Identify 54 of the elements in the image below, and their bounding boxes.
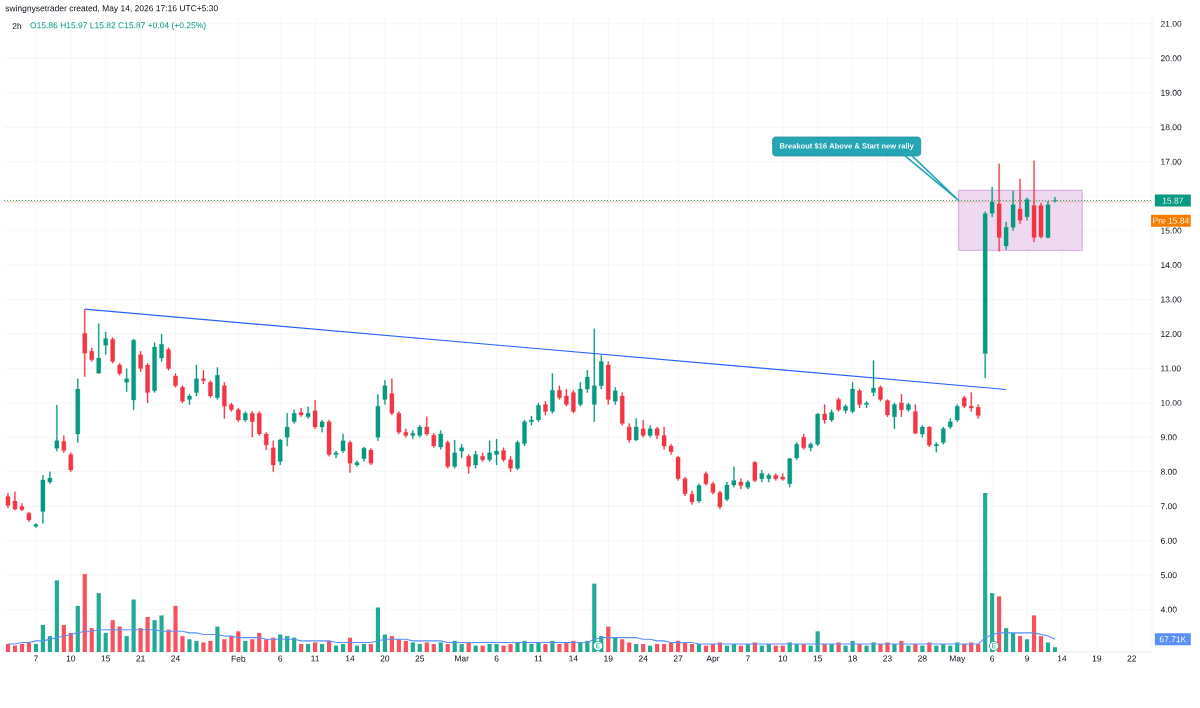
- x-tick-label: 6: [494, 655, 499, 662]
- x-tick-label: 27: [673, 655, 683, 662]
- x-tick-label: Feb: [231, 655, 246, 662]
- y-tick-label: 13.00: [1161, 296, 1182, 303]
- text: 67.71K: [1159, 636, 1187, 643]
- y-tick-label: 8.00: [1160, 468, 1177, 475]
- y-tick-label: 5.00: [1160, 572, 1177, 579]
- x-tick-label: 18: [848, 655, 857, 662]
- x-tick-label: 11: [311, 655, 320, 662]
- x-tick-label: May: [949, 655, 966, 664]
- x-tick-label: 14: [569, 655, 578, 662]
- x-tick-label: 28: [918, 655, 927, 662]
- x-tick-label: 9: [1025, 655, 1030, 662]
- x-tick-label: Apr: [706, 655, 720, 664]
- x-tick-label: 23: [883, 655, 892, 662]
- x-tick-label: 11: [534, 655, 543, 662]
- y-tick-label: 9.00: [1160, 434, 1177, 441]
- x-tick-label: 24: [171, 655, 180, 662]
- y-tick-label: 18.00: [1161, 124, 1182, 131]
- y-tick-label: 4.00: [1160, 606, 1177, 613]
- x-tick-label: 6: [278, 655, 283, 662]
- text: swingnysetrader created, May 14, 2026 17:16 UTC+5:30: [5, 5, 218, 13]
- y-tick-label: 15.00: [1161, 227, 1182, 234]
- y-tick-label: 17.00: [1161, 158, 1182, 165]
- x-tick-label: 15: [813, 655, 823, 662]
- x-tick-label: 10: [778, 655, 788, 662]
- x-tick-label: 24: [638, 655, 648, 662]
- y-tick-label: 20.00: [1160, 55, 1182, 62]
- x-tick-label: 7: [745, 655, 750, 662]
- y-tick-label: 11.00: [1161, 365, 1181, 372]
- y-tick-label: 12.00: [1161, 330, 1182, 337]
- ref-line-label: Pre 15.84: [1153, 217, 1190, 224]
- x-tick-label: 6: [990, 655, 995, 662]
- y-tick-label: 21.00: [1160, 20, 1182, 27]
- x-tick-label: 10: [66, 655, 76, 662]
- x-tick-label: 22: [1127, 655, 1137, 662]
- x-tick-label: Mar: [455, 655, 469, 662]
- x-tick-label: 19: [1092, 655, 1102, 662]
- y-tick-label: 19.00: [1161, 89, 1182, 96]
- ref-line-label: 15.87: [1162, 197, 1183, 204]
- x-tick-label: 14: [345, 655, 355, 662]
- x-tick-label: 25: [415, 655, 425, 662]
- text: 2h: [12, 22, 22, 30]
- y-tick-label: 14.00: [1161, 262, 1182, 269]
- text: O15.86 H15.97 L15.82 C15.87 +0.04 (+0.25%): [30, 22, 206, 30]
- x-tick-label: 19: [604, 655, 613, 662]
- x-tick-label: 15: [101, 655, 111, 662]
- y-tick-label: 6.00: [1160, 537, 1177, 544]
- x-tick-label: 7: [33, 655, 38, 662]
- y-tick-label: 7.00: [1160, 503, 1177, 510]
- x-tick-label: 21: [136, 655, 145, 662]
- y-tick-label: 10.00: [1161, 399, 1182, 406]
- x-tick-label: 14: [1057, 655, 1067, 662]
- x-tick-label: 20: [380, 655, 390, 662]
